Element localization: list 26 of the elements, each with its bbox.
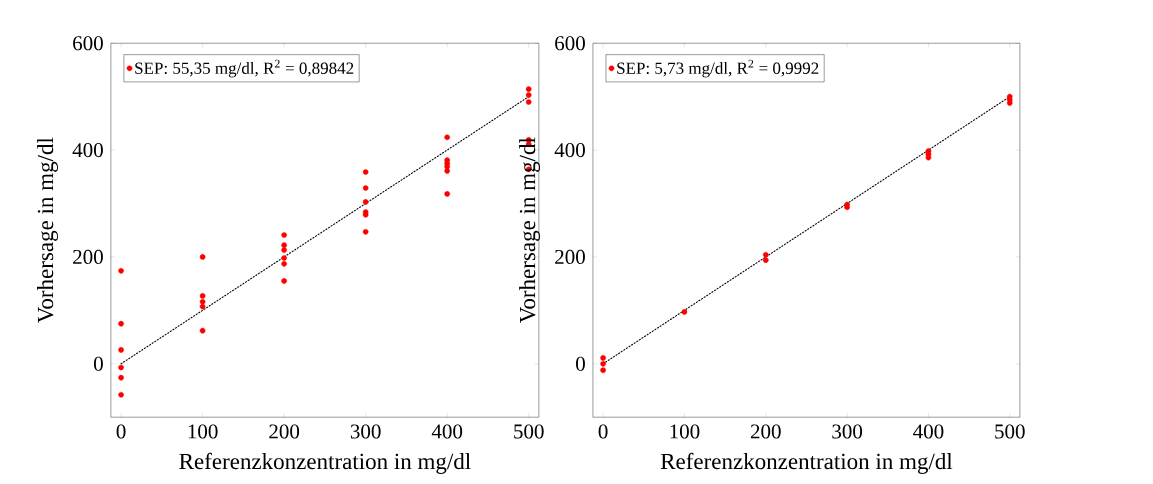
legend-label: SEP: 55,35 mg/dl, R$^{2}$ = 0,89842	[135, 59, 354, 78]
y-tick-label: 200	[73, 249, 103, 265]
x-tick-label: 100	[670, 424, 700, 439]
y-axis-title: Vorhersage in mg/dl	[519, 137, 541, 324]
y-axis-title: Vorhersage in mg/dl	[37, 137, 58, 324]
y-tick-label: 0	[93, 356, 103, 371]
y-tick-label: 600	[73, 36, 103, 51]
x-axis-title: Referenzkonzentration in mg/dl	[179, 452, 471, 474]
legend-label: SEP: 5,73 mg/dl, R$^{2}$ = 0,9992	[617, 59, 819, 78]
x-tick-label: 200	[269, 424, 300, 439]
x-tick-label: 500	[995, 424, 1025, 439]
y-tick-label: 400	[554, 142, 585, 158]
x-tick-label: 400	[913, 424, 944, 439]
x-tick-label: 0	[598, 424, 608, 439]
x-axis-title: Referenzkonzentration in mg/dl	[660, 452, 953, 474]
x-tick-label: 300	[832, 424, 863, 439]
y-tick-label: 400	[72, 142, 103, 158]
x-tick-label: 100	[188, 424, 218, 439]
x-tick-label: 300	[350, 424, 381, 439]
x-tick-label: 500	[514, 424, 544, 439]
y-tick-label: 600	[555, 36, 585, 51]
y-tick-label: 0	[576, 356, 585, 371]
x-tick-label: 200	[750, 424, 781, 439]
x-tick-label: 400	[431, 424, 463, 439]
x-tick-label: 0	[116, 424, 126, 439]
y-tick-label: 200	[555, 249, 585, 265]
